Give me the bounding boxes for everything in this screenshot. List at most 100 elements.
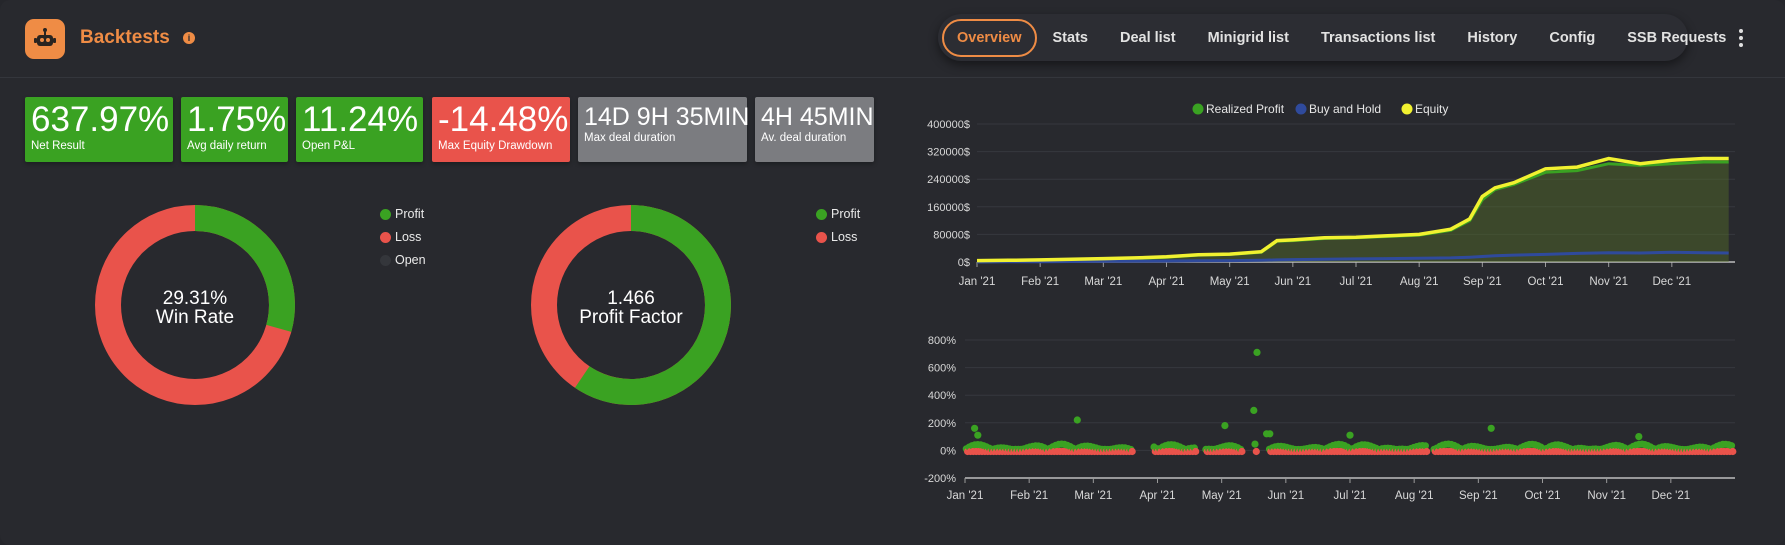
metric-value: 14D 9H 35MIN (584, 103, 750, 131)
scatter-point-profit (1635, 433, 1643, 441)
tab-deal-list[interactable]: Deal list (1119, 29, 1176, 46)
scatter-point-profit (1253, 348, 1261, 356)
win-rate-donut (95, 205, 295, 405)
bot-logo-icon (25, 19, 65, 59)
x-tick-label: Jul '21 (1334, 490, 1367, 502)
legend-label: Open (395, 253, 426, 267)
scatter-point-profit (1251, 440, 1259, 448)
legend-profit[interactable]: Profit (380, 207, 424, 221)
x-tick-label: Dec '21 (1653, 276, 1692, 288)
scatter-point-profit (1727, 442, 1736, 450)
x-tick-label: Nov '21 (1587, 490, 1626, 502)
x-tick-label: Sep '21 (1463, 276, 1502, 288)
x-tick-label: Sep '21 (1459, 490, 1498, 502)
y-tick-label: 80000$ (933, 229, 970, 241)
profit-factor-donut (531, 205, 731, 405)
tab-minigrid-list[interactable]: Minigrid list (1207, 29, 1289, 46)
y-tick-label: 160000$ (927, 202, 970, 214)
scatter-point-loss (1238, 447, 1246, 456)
x-tick-label: Nov '21 (1589, 276, 1628, 288)
y-tick-label: 800% (928, 335, 956, 347)
x-tick-label: Apr '21 (1148, 276, 1184, 288)
equity-line (976, 156, 1729, 263)
x-tick-label: Feb '21 (1021, 276, 1059, 288)
legend-loss[interactable]: Loss (816, 230, 857, 244)
x-tick-label: May '21 (1202, 490, 1242, 502)
metric-card-open-pnl: 11.24% Open P&L (296, 97, 423, 162)
legend-label: Equity (1415, 102, 1448, 116)
win-rate-label: Win Rate (155, 307, 235, 328)
scatter-point-loss (1128, 447, 1136, 456)
open-dot-icon (380, 254, 391, 266)
x-tick-label: May '21 (1210, 276, 1250, 288)
y-tick-label: 400% (928, 390, 956, 402)
legend-open[interactable]: Open (380, 253, 426, 267)
win-rate-value: 29.31% (162, 288, 228, 309)
scatter-point-loss (1252, 447, 1260, 456)
scatter-point-profit (974, 431, 982, 439)
profit-dot-icon (816, 208, 827, 220)
legend-dot-icon (1401, 103, 1413, 115)
x-tick-label: Jul '21 (1340, 276, 1373, 288)
metric-value: 11.24% (302, 100, 419, 139)
loss-dot-icon (816, 231, 827, 243)
scatter-point-profit (1073, 416, 1081, 424)
legend-profit[interactable]: Profit (816, 207, 860, 221)
profit-dot-icon (380, 208, 391, 220)
scatter-point-loss (1423, 447, 1431, 456)
scatter-point-profit (1221, 422, 1229, 430)
loss-dot-icon (380, 231, 391, 243)
scatter-point-profit (1346, 431, 1354, 439)
legend-dot-icon (1192, 103, 1204, 115)
legend-loss[interactable]: Loss (380, 230, 421, 244)
legend-dot-icon (1295, 103, 1307, 115)
metric-value: 4H 45MIN (761, 103, 874, 131)
x-tick-label: Aug '21 (1395, 490, 1434, 502)
tab-history[interactable]: History (1467, 29, 1518, 46)
tab-overview[interactable]: Overview (942, 18, 1037, 57)
x-tick-label: Jun '21 (1274, 276, 1311, 288)
metric-card-avg-daily-return: 1.75% Avg daily return (181, 97, 288, 162)
deal-profit-scatter-chart: 800% 600% 400% 200% 0% -200% Jan '21 Feb '21 Mar… (924, 335, 1737, 502)
x-tick-label: Mar '21 (1084, 276, 1122, 288)
scatter-point-profit (1250, 406, 1258, 414)
tab-transactions-list[interactable]: Transactions list (1320, 29, 1436, 46)
y-tick-label: 0% (940, 445, 956, 457)
header: Backtests i Overview Stats Deal list Min… (0, 0, 1785, 78)
legend-label: Loss (831, 230, 858, 244)
profit-factor-center: 1.466 Profit Factor (571, 289, 691, 327)
legend-label: Loss (395, 230, 422, 244)
x-tick-label: Aug '21 (1400, 276, 1439, 288)
win-rate-center: 29.31% Win Rate (140, 289, 250, 327)
metric-label: Max Equity Drawdown (438, 140, 553, 152)
profit-factor-label: Profit Factor (579, 307, 683, 328)
tab-stats[interactable]: Stats (1052, 29, 1088, 46)
metric-label: Avg daily return (187, 140, 267, 152)
y-tick-label: 600% (928, 363, 956, 375)
x-tick-label: Feb '21 (1010, 490, 1048, 502)
legend-label: Realized Profit (1206, 102, 1285, 116)
page-title: Backtests (80, 27, 170, 48)
scatter-point-profit (1487, 424, 1495, 432)
y-tick-label: 240000$ (927, 174, 970, 186)
tab-ssb-requests[interactable]: SSB Requests (1627, 29, 1727, 46)
metric-value: 1.75% (187, 100, 287, 139)
more-options-icon[interactable] (1735, 26, 1747, 50)
legend-label: Profit (831, 207, 861, 221)
metric-card-net-result: 637.97% Net Result (25, 97, 173, 162)
metric-card-max-equity-drawdown: -14.48% Max Equity Drawdown (432, 97, 570, 162)
metric-label: Open P&L (302, 140, 356, 152)
metric-value: -14.48% (438, 100, 569, 139)
y-tick-label: 400000$ (927, 119, 970, 131)
metric-card-max-deal-duration: 14D 9H 35MIN Max deal duration (578, 97, 750, 162)
y-tick-label: 320000$ (927, 147, 970, 159)
tab-config[interactable]: Config (1549, 29, 1596, 46)
scatter-point-profit (1266, 430, 1274, 438)
x-tick-label: Oct '21 (1524, 490, 1560, 502)
x-tick-label: Mar '21 (1074, 490, 1112, 502)
legend-label: Buy and Hold (1309, 102, 1381, 116)
profit-factor-value: 1.466 (607, 288, 655, 309)
info-icon[interactable]: i (183, 32, 195, 44)
scatter-point-profit (1421, 442, 1429, 450)
metric-label: Max deal duration (584, 132, 676, 144)
